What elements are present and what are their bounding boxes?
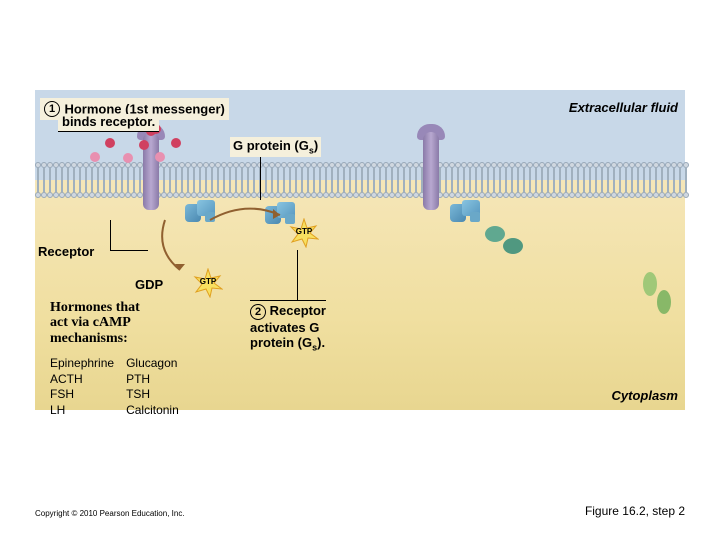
hormones-title-2: act via cAMP xyxy=(50,315,179,330)
step-2-line3end: ). xyxy=(317,335,325,350)
hormone-ball xyxy=(139,140,149,150)
hormones-title-1: Hormones that xyxy=(50,300,179,315)
leader-gprotein xyxy=(260,150,261,200)
figure-reference: Figure 16.2, step 2 xyxy=(585,504,685,518)
hormones-col-2: GlucagonPTHTSHCalcitonin xyxy=(126,356,179,418)
hormones-list-box: Hormones that act via cAMP mechanisms: E… xyxy=(50,300,179,419)
copyright-text: Copyright © 2010 Pearson Education, Inc. xyxy=(35,509,185,518)
hormone-item: Epinephrine xyxy=(50,356,114,372)
hormone-item: ACTH xyxy=(50,372,114,388)
g-protein-label: G protein (Gs) xyxy=(230,137,321,157)
leader-receptor-v xyxy=(110,220,111,250)
hormones-col-1: EpinephrineACTHFSHLH xyxy=(50,356,114,418)
lipid-bilayer xyxy=(35,162,685,198)
g-protein-3 xyxy=(450,200,480,226)
hormone-ball xyxy=(123,153,133,163)
g-protein-label-text: G protein (G xyxy=(233,138,309,153)
step-1-line2: binds receptor. xyxy=(58,114,159,132)
hormone-ball xyxy=(171,138,181,148)
hormone-item: FSH xyxy=(50,387,114,403)
step-2-number: 2 xyxy=(250,304,266,320)
leader-receptor-h xyxy=(110,250,148,251)
leader-step2 xyxy=(297,250,298,300)
extracellular-fluid-label: Extracellular fluid xyxy=(569,100,678,115)
gtp-label: GTP xyxy=(289,227,319,236)
teal-oval xyxy=(485,226,505,242)
step-2-line2: activates G xyxy=(250,320,326,336)
hormone-item: PTH xyxy=(126,372,179,388)
teal-oval xyxy=(503,238,523,254)
arrow-activation xyxy=(200,195,290,245)
hormone-item: LH xyxy=(50,403,114,419)
g-protein-label-end: ) xyxy=(314,138,318,153)
hormone-ball xyxy=(105,138,115,148)
step-2-line3: protein (G xyxy=(250,335,312,350)
step-2-callout: 2 Receptor activates G protein (Gs). xyxy=(250,300,326,354)
cytoplasm-label: Cytoplasm xyxy=(612,388,678,403)
gtp-star-1: GTP xyxy=(289,218,319,248)
hormones-title-3: mechanisms: xyxy=(50,331,179,346)
hormone-item: TSH xyxy=(126,387,179,403)
receptor-label: Receptor xyxy=(38,244,94,259)
gdp-label: GDP xyxy=(135,277,163,292)
green-oval xyxy=(643,272,657,296)
green-oval xyxy=(657,290,671,314)
hormone-item: Calcitonin xyxy=(126,403,179,419)
hormone-item: Glucagon xyxy=(126,356,179,372)
step-2-line1: Receptor xyxy=(270,303,326,318)
hormone-ball xyxy=(155,152,165,162)
receptor-protein-2 xyxy=(415,132,447,210)
hormone-ball xyxy=(90,152,100,162)
